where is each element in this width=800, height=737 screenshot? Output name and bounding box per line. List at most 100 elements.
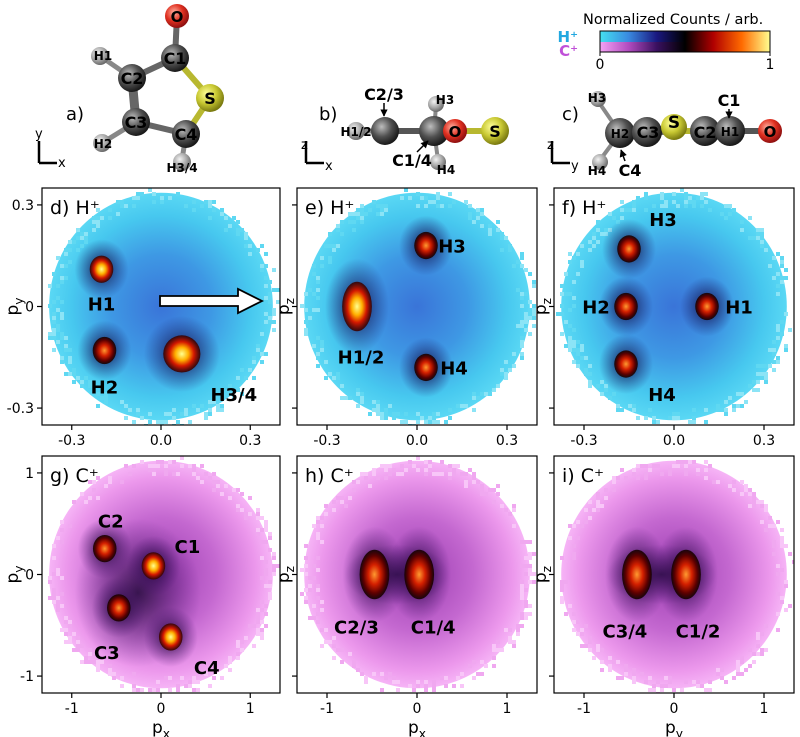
y-axis-label: py [3,565,26,583]
colorbar-label-c: C⁺ [559,42,578,60]
atom-label-O: O [449,123,462,141]
peak-core [159,623,183,650]
molecule-b: C2/3 H3 H1/2 O S C1/4 H4 b) z x [301,85,509,177]
atom-label-H3: H3 [436,93,454,107]
svg-text:x: x [325,159,333,174]
atom-label-C1-4: C1/4 [392,151,432,170]
atom-label-C1: C1 [164,49,187,68]
peak-core [617,235,641,262]
peak-core [614,293,638,320]
molecule-a: O C1 C2 S C3 C4 H1 H2 H3/4 a) y x [35,4,224,175]
peak-label: C1/4 [411,618,456,639]
atom-label-H2: H2 [94,137,112,151]
peak-core [107,594,131,621]
panel-label: h) C⁺ [305,465,354,487]
svg-text:y: y [35,127,43,142]
y-axis-label: py [3,297,26,315]
x-tick-label: 0.3 [239,433,261,449]
panel-label: i) C⁺ [562,465,604,487]
colorbar: Normalized Counts / arb. H⁺ C⁺ 0 1 [558,12,775,73]
x-tick-label: 0.3 [753,433,775,449]
peak-label: C4 [194,658,220,679]
atom-label-H1-2: H1/2 [340,125,371,139]
y-tick-label: -1 [20,669,34,685]
svg-text:x: x [58,156,66,171]
atom-label-H4: H4 [588,164,606,178]
axis-indicator-a: y x [35,127,66,171]
peak-core [93,535,117,562]
atom-label-C4: C4 [619,161,642,180]
y-tick-label: 1 [25,466,34,482]
panel-label: d) H⁺ [50,197,100,219]
peak-core [360,550,390,600]
atom-label-H4: H4 [437,163,455,177]
peak-label: H4 [648,385,676,406]
atom-label-C2: C2 [694,123,717,142]
heatmap-panel-i: i) C⁺ C3/4 C1/2 -1 0 1 py pz [531,456,796,737]
peak-label: C3/4 [602,622,647,643]
heatmap-panels: d) H⁺ H1 H2 H3/4 -0.3 0.0 0.3 0.3 0 -0.3 py e) H⁺ H3… [3,188,796,737]
heatmap-panel-g: g) C⁺C2C1C3C4-1 0 110-1pxpy [3,456,280,737]
svg-text:z: z [547,138,554,153]
peak-label: C1 [175,537,201,558]
peak-label: H2 [91,378,119,399]
x-tick-label: -1 [65,701,79,717]
atom-label-C4: C4 [175,125,198,144]
peak-core [342,282,372,332]
colorbar-c-strip [600,42,770,52]
x-axis-label: py [665,718,683,737]
peak-core [671,550,701,600]
atom-ball [371,117,399,145]
peak-label: C2/3 [334,618,379,639]
peak-label: H3/4 [210,385,257,406]
y-tick-label: -0.3 [7,401,34,417]
colorbar-tick-min: 0 [596,57,605,73]
heatmap-panel-d: d) H⁺H1H2 H3/4-0.3 0.0 0.30.30-0.3py [3,188,280,449]
peak-core [163,335,200,372]
svg-text:z: z [301,138,308,153]
panel-label-b: b) [319,104,337,125]
x-tick-label: 0.3 [496,433,518,449]
atom-label-C2: C2 [121,69,144,88]
x-tick-label: -1 [577,701,591,717]
peak-core [90,256,114,283]
colorbar-title: Normalized Counts / arb. [583,12,763,28]
atom-label-S: S [204,89,216,108]
peak-label: C2 [98,512,124,533]
peak-label: C3 [94,643,120,664]
atom-label-C3: C3 [125,113,148,132]
peak-core [93,337,117,364]
atom-label-H1: H1 [721,125,739,139]
peak-core [142,552,166,579]
peak-core [414,232,438,259]
atom-label-H3: H3 [588,91,606,105]
x-tick-label: 0.0 [150,433,172,449]
heatmap-panel-h: h) C⁺ C2/3 C1/4 -1 0 1 px pz [274,456,537,737]
x-tick-label: 1 [760,701,769,717]
y-tick-label: 0.3 [12,198,34,214]
peak-core [414,354,438,381]
peak-label: H1/2 [338,348,385,369]
atom-label-S: S [489,122,501,141]
molecule-c: H3 C1 S H2 C3 C2 H1 O H4 C4 c) z y [547,91,782,180]
axis-indicator-b: z x [301,138,333,174]
y-tick-label: 0 [25,568,34,584]
axis-indicator-c: z y [547,138,579,174]
x-tick-label: 0 [157,701,166,717]
peak-label: H3 [649,210,677,231]
x-tick-label: -0.3 [313,433,340,449]
peak-label: H2 [582,298,610,319]
atom-label-H3-4: H3/4 [166,161,197,175]
colorbar-h-strip [600,31,770,42]
peak-core [622,550,652,600]
peak-label: H1 [88,294,116,315]
panel-label: g) C⁺ [50,465,99,487]
x-tick-label: 1 [246,701,255,717]
atom-label-C3: C3 [637,123,660,142]
peak-label: C1/2 [676,622,721,643]
peak-label: H3 [438,237,466,258]
peak-core [614,350,638,377]
x-tick-label: -0.3 [58,433,85,449]
x-tick-label: 0 [413,701,422,717]
